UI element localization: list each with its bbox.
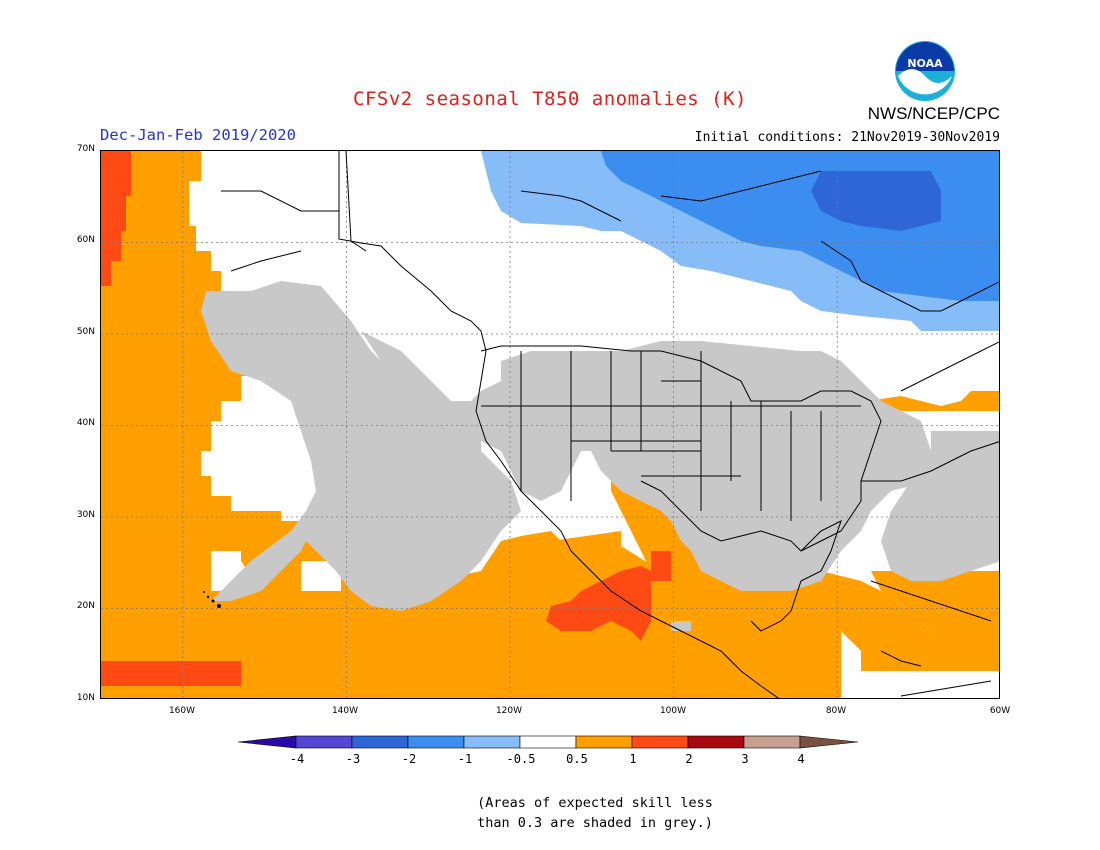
colorbar-label: -4 <box>289 752 305 766</box>
colorbar-label: 0.5 <box>566 752 588 766</box>
colorbar-segment <box>295 735 353 749</box>
lon-label-140w: 140W <box>331 706 359 716</box>
lon-label-160w: 160W <box>168 706 196 716</box>
lat-label-20n: 20N <box>76 601 95 611</box>
colorbar-label: 1 <box>629 752 637 766</box>
colorbar-label: -2 <box>401 752 417 766</box>
lat-label-10n: 10N <box>76 693 95 703</box>
season-label: Dec-Jan-Feb 2019/2020 <box>100 126 296 144</box>
map-canvas <box>101 151 999 698</box>
noaa-logo-text: NOAA <box>907 57 943 70</box>
lon-label-120w: 120W <box>495 706 523 716</box>
footnote-line-2: than 0.3 are shaded in grey.) <box>477 815 713 831</box>
colorbar-label: -1 <box>457 752 473 766</box>
colorbar-arrow-high <box>799 735 859 749</box>
graticule <box>101 151 999 698</box>
colorbar-label: -3 <box>345 752 361 766</box>
colorbar-segment <box>575 735 633 749</box>
skill-footnote: (Areas of expected skill less than 0.3 a… <box>0 793 1100 833</box>
colorbar-segment <box>631 735 689 749</box>
islands <box>203 591 221 608</box>
lat-label-30n: 30N <box>76 510 95 520</box>
lat-label-60n: 60N <box>76 235 95 245</box>
lat-label-40n: 40N <box>76 418 95 428</box>
colorbar-segment <box>463 735 521 749</box>
lat-label-50n: 50N <box>76 327 95 337</box>
colorbar-segment <box>351 735 409 749</box>
coastlines <box>221 151 999 698</box>
cool-anomaly-regions <box>481 151 999 331</box>
lon-label-60w: 60W <box>989 706 1011 716</box>
colorbar-label: -0.5 <box>506 752 536 766</box>
colorbar-segment <box>743 735 801 749</box>
chart-title: CFSv2 seasonal T850 anomalies (K) <box>353 88 747 110</box>
initial-conditions-label: Initial conditions: 21Nov2019-30Nov2019 <box>694 130 1000 145</box>
colorbar-label: 4 <box>797 752 805 766</box>
anomaly-map <box>100 150 1000 699</box>
colorbar <box>238 735 859 749</box>
organization-label: NWS/NCEP/CPC <box>867 104 1000 123</box>
strong-warm-regions <box>101 151 751 686</box>
colorbar-label: 2 <box>685 752 693 766</box>
colorbar-label: 3 <box>741 752 749 766</box>
noaa-logo: NOAA <box>894 40 956 102</box>
lon-label-80w: 80W <box>825 706 847 716</box>
colorbar-arrow-low <box>238 735 297 749</box>
colorbar-segment <box>407 735 465 749</box>
lon-label-100w: 100W <box>659 706 687 716</box>
lat-label-70n: 70N <box>76 144 95 154</box>
footnote-line-1: (Areas of expected skill less <box>477 795 713 811</box>
colorbar-segment <box>519 735 577 749</box>
colorbar-segment <box>687 735 745 749</box>
